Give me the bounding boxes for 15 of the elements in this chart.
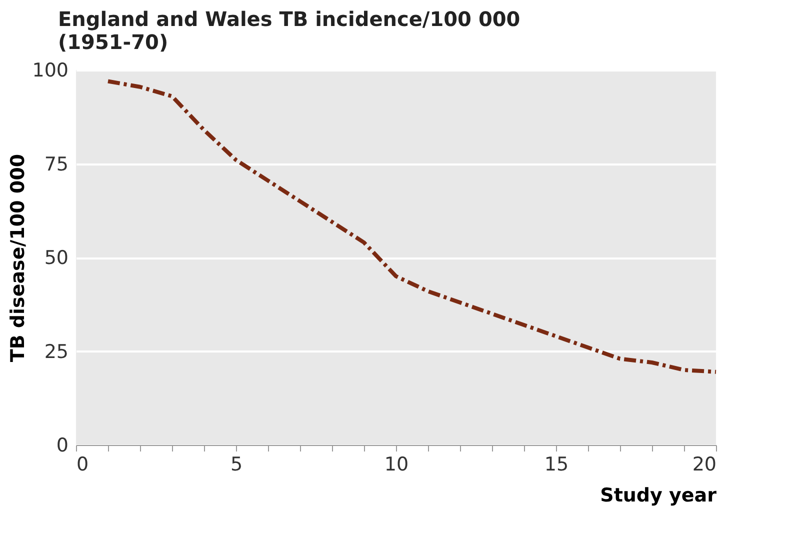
x-tick-label: 0 bbox=[76, 454, 89, 476]
x-tick-label: 20 bbox=[692, 454, 716, 476]
x-tick-label: 5 bbox=[230, 454, 243, 476]
line-series bbox=[106, 79, 718, 374]
y-axis-title: TB disease/100 000 bbox=[7, 154, 30, 362]
y-tick-label: 25 bbox=[44, 340, 68, 363]
x-axis-title: Study year bbox=[600, 484, 718, 506]
chart-title: England and Wales TB incidence/100 000 bbox=[58, 7, 520, 31]
y-tick-label: 75 bbox=[44, 153, 68, 176]
x-tick-label: 15 bbox=[544, 454, 569, 476]
x-tick-label: 10 bbox=[384, 454, 409, 476]
chart-subtitle: (1951-70) bbox=[58, 30, 168, 54]
y-tick-label: 100 bbox=[32, 60, 68, 82]
y-tick-label: 0 bbox=[56, 434, 68, 456]
y-tick-label: 50 bbox=[44, 247, 68, 269]
